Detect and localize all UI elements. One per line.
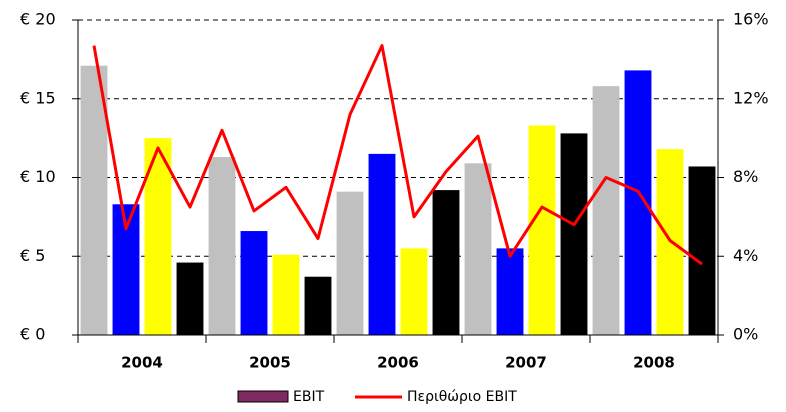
bar [336, 191, 364, 335]
y-tick-label: € 0 [20, 325, 45, 344]
x-group-label: 2007 [505, 354, 547, 372]
bar [80, 65, 108, 336]
bar [560, 133, 588, 335]
y-tick-label: € 10 [20, 167, 56, 186]
bar [464, 163, 492, 335]
bar [400, 248, 428, 335]
x-group-label: 2008 [633, 354, 675, 372]
bar [432, 190, 460, 335]
y-tick-label: € 20 [20, 10, 56, 29]
line [92, 44, 703, 266]
bar [496, 248, 524, 335]
bar [592, 86, 620, 336]
y2-tick-label: 0% [733, 325, 758, 344]
x-group-label: 2004 [121, 354, 163, 372]
bar [368, 153, 396, 335]
legend-label: EBIT [293, 389, 325, 405]
bar [688, 166, 716, 335]
bar [208, 157, 236, 335]
bar [528, 125, 556, 336]
y-tick-label: € 15 [20, 88, 56, 107]
bar [240, 231, 268, 335]
y-tick-label: € 5 [20, 246, 45, 265]
y2-tick-label: 16% [733, 10, 769, 29]
bar [176, 262, 204, 335]
y2-tick-label: 12% [733, 88, 769, 107]
legend-label: Περιθώριο EBIT [407, 389, 517, 405]
y2-tick-label: 4% [733, 246, 758, 265]
bar [304, 276, 332, 335]
legend-swatch [237, 390, 289, 403]
x-group-label: 2005 [249, 354, 291, 372]
bar [272, 254, 300, 335]
x-group-label: 2006 [377, 354, 419, 372]
y2-tick-label: 8% [733, 167, 758, 186]
bar [624, 70, 652, 336]
